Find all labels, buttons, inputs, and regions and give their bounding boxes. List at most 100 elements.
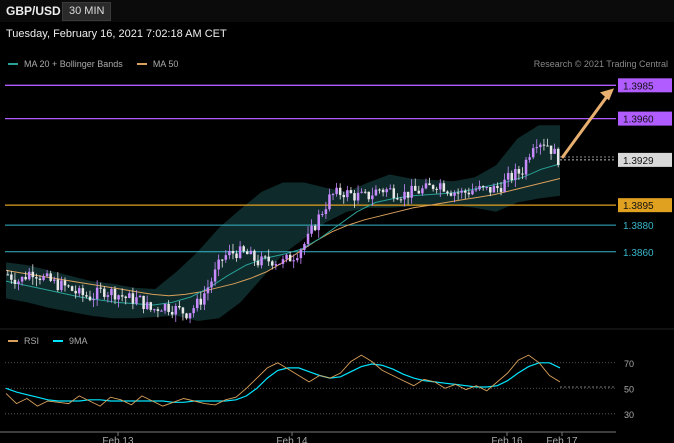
x-tick-label: Feb 17 xyxy=(546,436,578,443)
rsi-legend: RSI 9MA xyxy=(8,336,88,346)
candle xyxy=(371,187,374,206)
candle xyxy=(460,187,463,199)
level-label-1.3895: 1.3895 xyxy=(623,201,654,212)
x-tick-label: Feb 16 xyxy=(491,436,523,443)
candle-body xyxy=(464,190,467,193)
candle xyxy=(335,182,338,197)
level-label-1.3880: 1.3880 xyxy=(623,221,654,232)
candle-body xyxy=(306,233,310,244)
candle-body xyxy=(70,286,74,291)
candle xyxy=(35,273,38,287)
timeframe-button[interactable]: 30 MIN xyxy=(62,2,112,21)
rsi-tick-30: 30 xyxy=(624,410,634,420)
candle xyxy=(442,180,446,193)
candle-body xyxy=(421,188,424,194)
candle xyxy=(246,248,249,255)
candle xyxy=(278,263,281,265)
candle-body xyxy=(74,290,77,294)
candle xyxy=(49,270,52,283)
candle xyxy=(78,285,81,297)
candle-body xyxy=(446,191,449,194)
candle xyxy=(514,163,517,187)
candle xyxy=(24,271,27,281)
candle xyxy=(142,295,145,314)
candle-body xyxy=(20,276,24,282)
candle xyxy=(556,147,560,168)
candle xyxy=(99,282,102,294)
candle xyxy=(167,300,170,316)
candle-body xyxy=(231,250,235,254)
bollinger-band xyxy=(6,125,560,321)
candle xyxy=(120,288,124,302)
candle xyxy=(410,179,413,204)
candle-body xyxy=(85,295,88,297)
projection-arrowhead xyxy=(600,88,614,101)
candle xyxy=(363,188,367,194)
ma20-line xyxy=(5,163,561,306)
candle-body xyxy=(496,185,499,189)
candle xyxy=(156,306,160,318)
candle-body xyxy=(145,302,149,310)
candle-body xyxy=(278,263,281,265)
ma50-swatch xyxy=(136,63,147,65)
candle xyxy=(517,165,521,180)
candle-body xyxy=(303,243,306,250)
candle-body xyxy=(156,309,160,312)
candle-body xyxy=(210,281,213,288)
candle xyxy=(95,280,99,306)
candle xyxy=(521,167,524,180)
candle-body xyxy=(288,254,292,262)
header-bar: GBP/USD 30 MIN xyxy=(0,0,674,22)
rsi-9ma-line xyxy=(5,362,561,403)
candle-body xyxy=(238,246,242,259)
candle-body xyxy=(542,144,546,146)
candle-body xyxy=(535,147,539,149)
candle xyxy=(367,191,371,203)
candle xyxy=(388,184,392,190)
candle-body xyxy=(181,307,185,314)
candle-body xyxy=(492,185,496,193)
candle-body xyxy=(163,303,167,311)
candle-body xyxy=(13,279,17,284)
current-price-box xyxy=(618,152,672,167)
candle-body xyxy=(110,288,113,296)
candle xyxy=(256,254,260,268)
candle-body xyxy=(6,274,10,276)
candle xyxy=(210,277,213,294)
candle xyxy=(145,295,149,311)
candle-body xyxy=(103,288,106,297)
candle-body xyxy=(271,261,274,266)
candle-body xyxy=(81,288,85,296)
candle xyxy=(185,312,188,320)
legend-9ma: 9MA xyxy=(69,336,88,346)
candle xyxy=(421,185,424,196)
candle-body xyxy=(253,250,256,261)
candle-body xyxy=(263,256,267,258)
candle xyxy=(6,269,10,276)
candle xyxy=(489,187,492,197)
level-label-1.3860: 1.3860 xyxy=(623,248,654,259)
candle-body xyxy=(131,293,135,304)
candle-body xyxy=(342,194,346,198)
candle xyxy=(170,305,174,319)
candle-body xyxy=(549,145,553,154)
candle-body xyxy=(42,276,45,281)
candle xyxy=(138,294,142,298)
candle-body xyxy=(92,298,95,301)
candle xyxy=(228,244,231,260)
candle-body xyxy=(335,187,338,194)
candle xyxy=(353,190,356,208)
ma20-swatch xyxy=(8,63,18,65)
candle-body xyxy=(213,269,217,282)
candle-body xyxy=(392,188,396,199)
legend-rsi: RSI xyxy=(24,336,40,346)
candle xyxy=(435,186,438,194)
candle-body xyxy=(31,271,35,278)
rsi9ma-swatch xyxy=(53,340,64,342)
candle xyxy=(56,272,60,292)
candle xyxy=(381,187,385,197)
candle xyxy=(160,309,163,312)
candle xyxy=(356,185,360,205)
candle xyxy=(378,188,381,194)
